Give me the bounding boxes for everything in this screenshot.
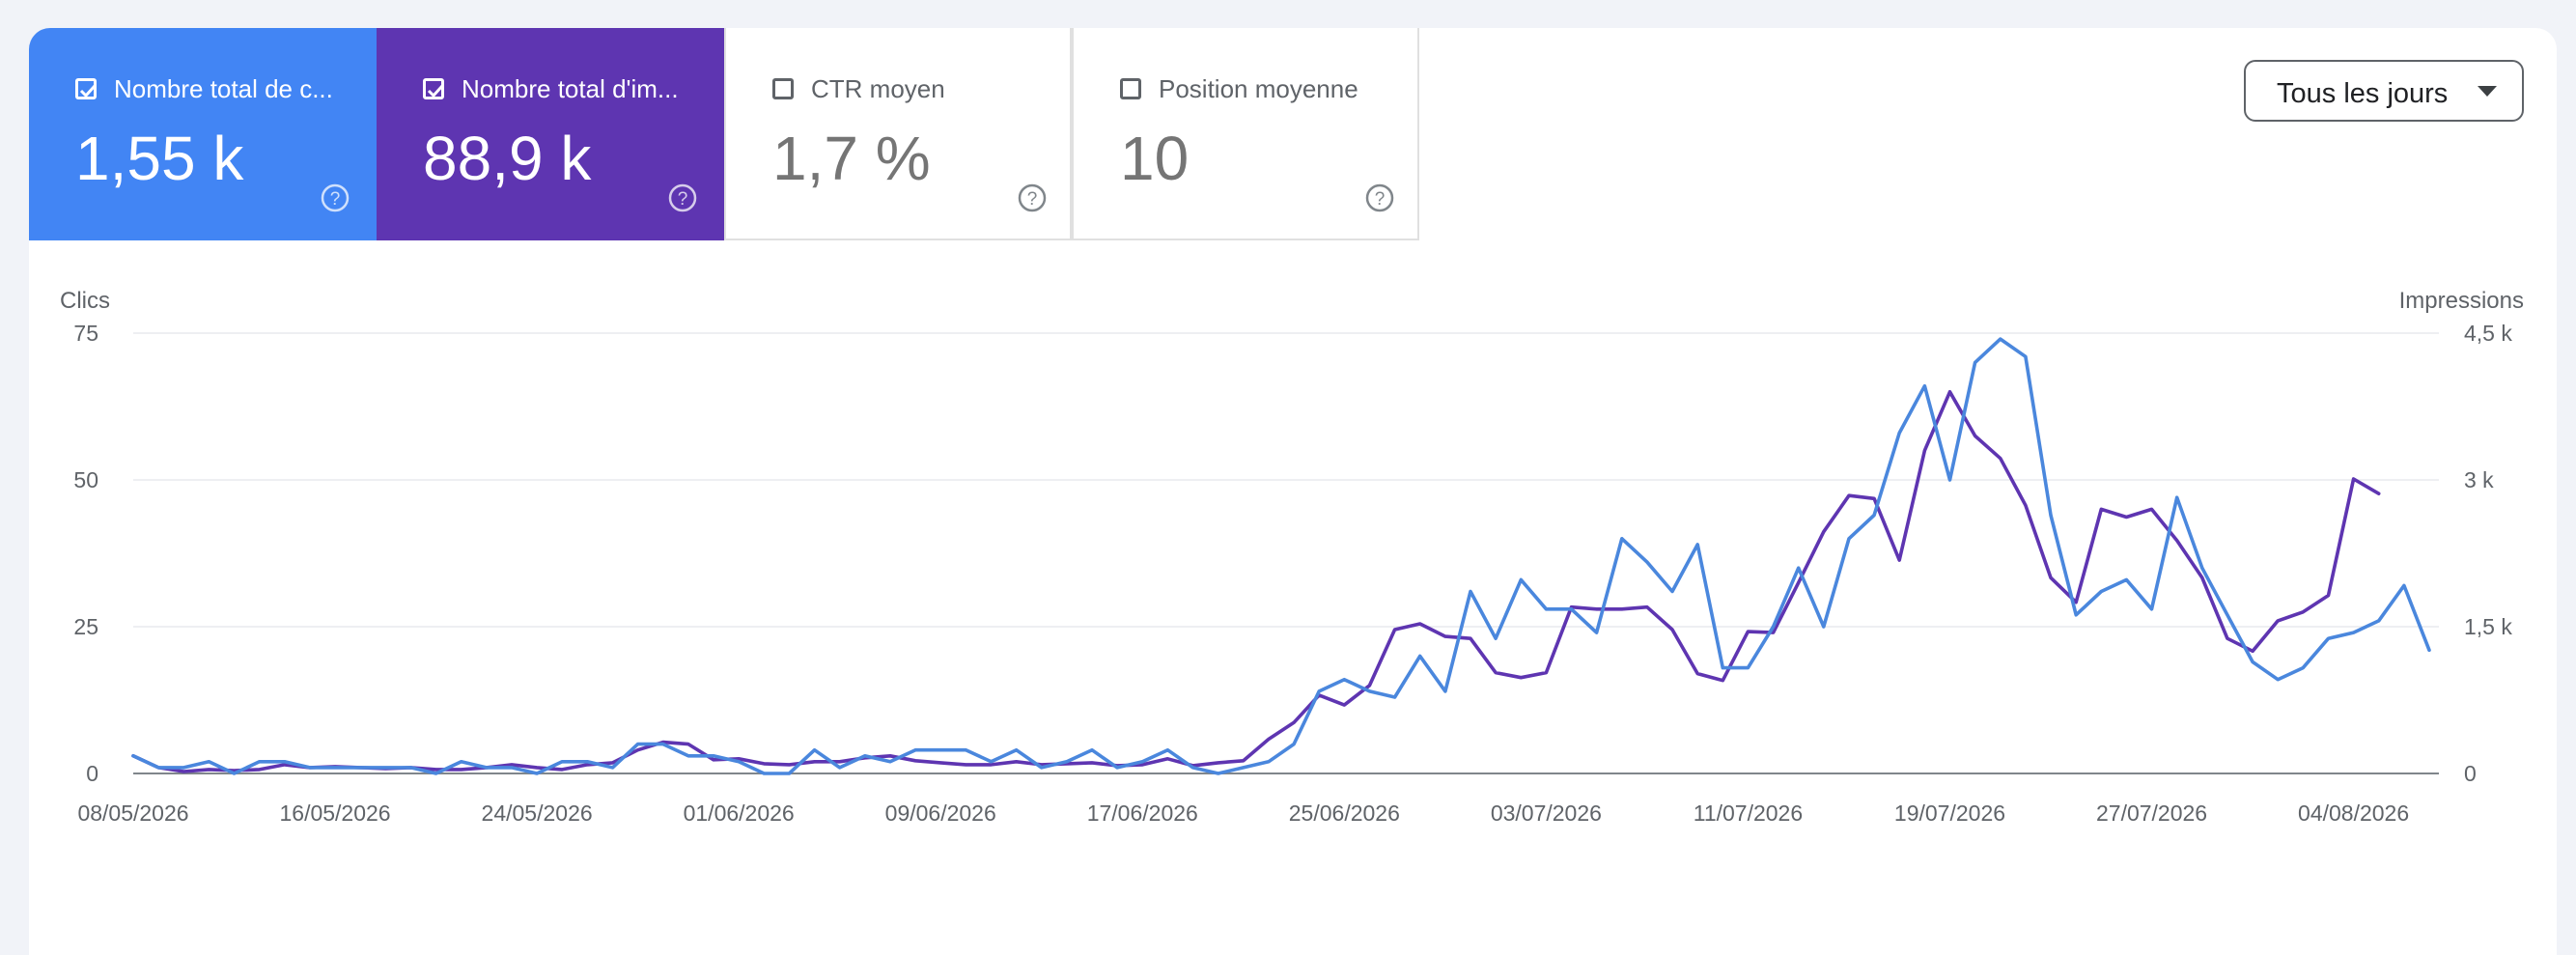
x-axis-tick-label: 09/06/2026 [885, 801, 996, 826]
date-filter-dropdown[interactable]: Tous les jours [2244, 60, 2524, 122]
x-axis-tick-label: 04/08/2026 [2298, 801, 2409, 826]
x-axis-tick-label: 08/05/2026 [77, 801, 188, 826]
checkbox-checked-icon[interactable] [75, 78, 97, 99]
x-axis-tick-label: 25/06/2026 [1289, 801, 1400, 826]
performance-panel: Nombre total de c... 1,55 k ? Nombre tot… [29, 28, 2557, 955]
dropdown-arrow-icon [2478, 86, 2497, 97]
svg-text:?: ? [1027, 189, 1038, 210]
metric-label: Position moyenne [1159, 74, 1358, 103]
series-line-impressions [131, 389, 2381, 773]
metric-card-total-impressions[interactable]: Nombre total d'im... 88,9 k ? [377, 28, 724, 240]
right-axis-tick-label: 3 k [2464, 467, 2494, 492]
date-filter-label: Tous les jours [2277, 78, 2449, 109]
help-icon[interactable]: ? [321, 183, 350, 212]
help-icon[interactable]: ? [668, 183, 697, 212]
left-axis-tick-label: 75 [73, 321, 98, 346]
metric-card-average-ctr[interactable]: CTR moyen 1,7 % ? [724, 28, 1072, 240]
x-axis-tick-label: 17/06/2026 [1087, 801, 1198, 826]
metric-value: 1,7 % [772, 124, 931, 193]
svg-text:?: ? [330, 189, 341, 210]
metric-card-total-clicks[interactable]: Nombre total de c... 1,55 k ? [29, 28, 377, 240]
metric-label: Nombre total d'im... [462, 74, 679, 103]
left-axis-tick-label: 25 [73, 614, 98, 639]
metric-card-average-position[interactable]: Position moyenne 10 ? [1072, 28, 1419, 240]
x-axis-tick-label: 27/07/2026 [2096, 801, 2207, 826]
metric-value: 10 [1120, 124, 1190, 193]
right-axis-tick-label: 1,5 k [2464, 614, 2512, 639]
help-icon[interactable]: ? [1018, 183, 1047, 212]
x-axis-tick-label: 03/07/2026 [1491, 801, 1602, 826]
left-axis-title: Clics [60, 288, 110, 314]
x-axis-tick-label: 19/07/2026 [1894, 801, 2005, 826]
metric-label: Nombre total de c... [114, 74, 333, 103]
svg-text:?: ? [678, 189, 688, 210]
svg-text:?: ? [1375, 189, 1386, 210]
x-axis-tick-label: 11/07/2026 [1694, 801, 1803, 826]
series-line-clicks [131, 337, 2431, 775]
metric-label: CTR moyen [811, 74, 945, 103]
metric-cards: Nombre total de c... 1,55 k ? Nombre tot… [29, 28, 1419, 240]
checkbox-unchecked-icon[interactable] [1120, 78, 1141, 99]
metric-value: 1,55 k [75, 124, 244, 193]
right-axis-tick-label: 0 [2464, 761, 2477, 786]
left-axis-tick-label: 0 [86, 761, 98, 786]
right-axis-title: Impressions [2399, 288, 2524, 314]
checkbox-unchecked-icon[interactable] [772, 78, 794, 99]
left-axis-tick-label: 50 [73, 467, 98, 492]
x-axis-tick-label: 01/06/2026 [684, 801, 795, 826]
right-axis-tick-label: 4,5 k [2464, 321, 2512, 346]
checkbox-checked-icon[interactable] [423, 78, 444, 99]
performance-chart: 0 0 25 1,5 k 50 3 k 75 4,5 k Clics Impressions 08/… [60, 288, 2524, 826]
help-icon[interactable]: ? [1365, 183, 1394, 212]
metric-value: 88,9 k [423, 124, 592, 193]
x-axis-tick-label: 24/05/2026 [482, 801, 593, 826]
x-axis-tick-label: 16/05/2026 [279, 801, 390, 826]
